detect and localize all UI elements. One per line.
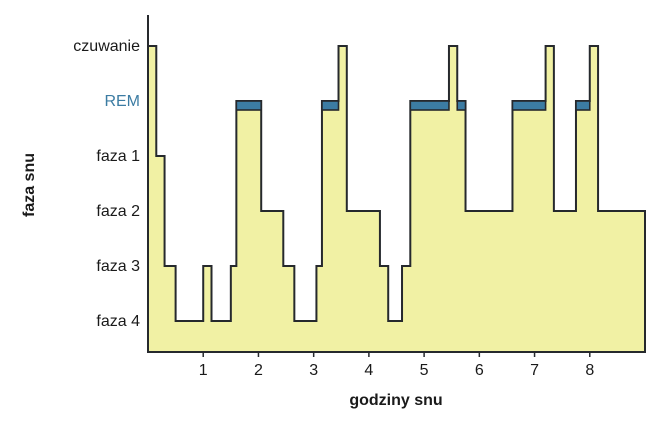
y-tick-label: czuwanie bbox=[73, 38, 140, 55]
rem-highlight-band bbox=[575, 100, 591, 111]
rem-highlight-band bbox=[235, 100, 263, 111]
y-tick-label: REM bbox=[104, 93, 140, 110]
y-tick-label: faza 2 bbox=[96, 203, 140, 220]
x-axis-label: godziny snu bbox=[349, 392, 443, 409]
rem-highlight-band bbox=[456, 100, 467, 111]
x-tick-label: 3 bbox=[309, 362, 318, 379]
y-tick-label: faza 1 bbox=[96, 148, 140, 165]
y-tick-label: faza 4 bbox=[96, 313, 140, 330]
x-tick-label: 4 bbox=[364, 362, 373, 379]
x-tick-label: 7 bbox=[530, 362, 539, 379]
y-axis-label: faza snu bbox=[21, 152, 38, 218]
x-tick-label: 6 bbox=[475, 362, 484, 379]
x-tick-label: 2 bbox=[254, 362, 263, 379]
rem-highlight-band bbox=[321, 100, 340, 111]
x-tick-label: 1 bbox=[199, 362, 208, 379]
x-tick-label: 8 bbox=[585, 362, 594, 379]
sleep-stage-step-area bbox=[147, 45, 646, 353]
rem-highlight-band bbox=[409, 100, 450, 111]
rem-highlight-band bbox=[511, 100, 547, 111]
x-tick-label: 5 bbox=[420, 362, 429, 379]
y-tick-label: faza 3 bbox=[96, 258, 140, 275]
